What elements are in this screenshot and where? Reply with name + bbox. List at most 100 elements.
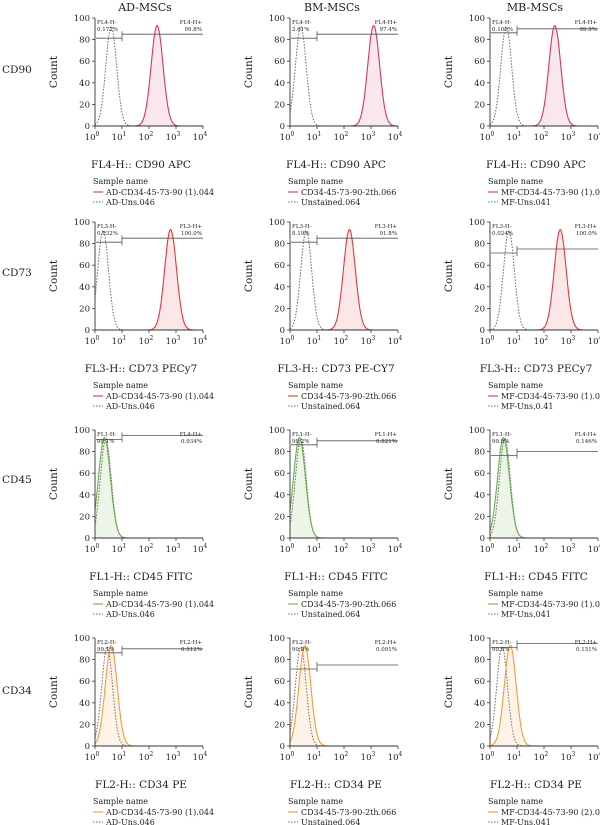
x-tick-label: 104 (388, 543, 403, 555)
y-tick-label: 60 (274, 469, 285, 479)
y-tick-label: 100 (469, 634, 485, 644)
y-tick-label: 60 (274, 677, 285, 687)
legend-header: Sample name (488, 177, 543, 186)
x-tick-label: 101 (307, 335, 322, 347)
y-tick-label: 100 (74, 426, 90, 436)
positive-gate-label: FL4-H+ (180, 432, 203, 438)
y-tick-label: 80 (274, 240, 285, 250)
x-axis-label: FL2-H:: CD34 PE (95, 779, 187, 791)
x-tick-label: 100 (480, 543, 495, 555)
y-tick-label: 0 (85, 122, 90, 132)
sample-histogram-fill (290, 645, 398, 746)
y-tick-label: 80 (474, 448, 485, 458)
x-tick-exponent: 1 (518, 751, 522, 758)
legend-sample-label: MF-CD34-45-73-90 (2).043 (501, 808, 600, 817)
sample-histogram-fill (290, 437, 398, 538)
x-tick-exponent: 0 (491, 543, 495, 550)
x-tick-label: 104 (588, 335, 600, 347)
y-tick-label: 20 (274, 720, 285, 730)
y-tick-label: 40 (474, 491, 485, 501)
y-tick-label: 60 (474, 57, 485, 67)
x-tick-exponent: 2 (545, 131, 549, 138)
x-tick-exponent: 0 (291, 543, 295, 550)
x-tick-exponent: 1 (318, 543, 322, 550)
sample-histogram-fill (290, 25, 398, 127)
legend-sample-label: MF-CD34-45-73-90 (1).042 (501, 392, 600, 401)
x-tick-exponent: 2 (150, 751, 154, 758)
x-tick-exponent: 2 (545, 543, 549, 550)
y-tick-label: 60 (79, 677, 90, 687)
x-tick-exponent: 3 (572, 335, 576, 342)
x-tick-label: 101 (307, 543, 322, 555)
x-tick-label: 102 (139, 335, 154, 347)
x-tick-label: 103 (361, 335, 376, 347)
x-tick-exponent: 4 (399, 543, 403, 550)
y-tick-label: 60 (474, 261, 485, 271)
legend-header: Sample name (288, 381, 343, 390)
y-tick-label: 80 (79, 36, 90, 46)
y-tick-label: 0 (85, 742, 90, 752)
legend-header: Sample name (488, 589, 543, 598)
negative-gate-label: FL2-H- (292, 640, 312, 646)
negative-gate-percent: 8.19% (292, 231, 309, 237)
y-tick-label: 40 (274, 79, 285, 89)
x-tick-exponent: 1 (518, 335, 522, 342)
legend-control-label: MF-Uns.0.41 (501, 402, 553, 411)
x-tick-exponent: 0 (291, 131, 295, 138)
x-tick-label: 102 (334, 131, 349, 143)
x-tick-label: 100 (280, 335, 295, 347)
x-tick-label: 102 (534, 335, 549, 347)
x-tick-label: 104 (588, 131, 600, 143)
x-tick-label: 103 (166, 751, 181, 763)
histogram-panel-cd45-2: Count020406080100100101102103104FL1-H-99… (443, 426, 600, 619)
y-tick-label: 40 (79, 491, 90, 501)
x-tick-exponent: 1 (318, 751, 322, 758)
y-tick-label: 40 (474, 699, 485, 709)
y-axis-label: Count (48, 259, 60, 292)
positive-gate-label: FL4-H+ (375, 20, 398, 26)
x-tick-label: 104 (193, 751, 208, 763)
y-tick-label: 0 (480, 742, 485, 752)
y-tick-label: 60 (474, 469, 485, 479)
positive-gate-label: FL1-H+ (375, 432, 398, 438)
x-tick-exponent: 0 (291, 751, 295, 758)
x-tick-label: 102 (334, 543, 349, 555)
y-axis-label: Count (48, 467, 60, 500)
x-tick-exponent: 1 (123, 131, 127, 138)
legend-sample-label: MF-CD34-45-73-90 (1).042 (501, 600, 600, 609)
y-tick-label: 80 (474, 656, 485, 666)
negative-gate-label: FL4-H- (97, 20, 117, 26)
x-tick-exponent: 0 (96, 751, 100, 758)
x-tick-exponent: 1 (318, 335, 322, 342)
x-tick-exponent: 4 (204, 335, 208, 342)
y-tick-label: 80 (79, 448, 90, 458)
legend-control-label: Unstained.064 (301, 402, 360, 411)
y-tick-label: 20 (274, 100, 285, 110)
positive-gate-percent: 100.0% (576, 231, 597, 237)
y-tick-label: 40 (79, 283, 90, 293)
y-tick-label: 0 (280, 326, 285, 336)
histogram-panel-cd73-2: Count020406080100100101102103104FL3-H-0.… (443, 218, 600, 411)
legend-sample-label: CD34-45-73-90-2th.066 (301, 808, 396, 817)
negative-gate-label: FL2-H- (97, 640, 117, 646)
legend-control-label: AD-Uns.046 (105, 818, 155, 825)
x-tick-exponent: 4 (599, 543, 600, 550)
x-tick-label: 100 (480, 335, 495, 347)
legend-control-label: MF-Uns.041 (501, 818, 551, 825)
x-tick-exponent: 2 (150, 335, 154, 342)
histogram-panel-cd34-2: Count020406080100100101102103104FL2-H-99… (443, 634, 600, 825)
y-tick-label: 80 (79, 240, 90, 250)
x-tick-label: 104 (588, 543, 600, 555)
y-tick-label: 80 (274, 448, 285, 458)
positive-gate-label: FL2-H+ (180, 640, 203, 646)
y-tick-label: 100 (269, 634, 285, 644)
y-tick-label: 0 (280, 122, 285, 132)
x-tick-label: 101 (112, 131, 127, 143)
x-tick-exponent: 4 (399, 131, 403, 138)
x-tick-label: 102 (334, 335, 349, 347)
legend-control-label: Unstained.064 (301, 610, 360, 619)
y-tick-label: 100 (269, 426, 285, 436)
legend-control-label: AD-Uns.046 (105, 198, 155, 207)
y-tick-label: 100 (269, 218, 285, 228)
